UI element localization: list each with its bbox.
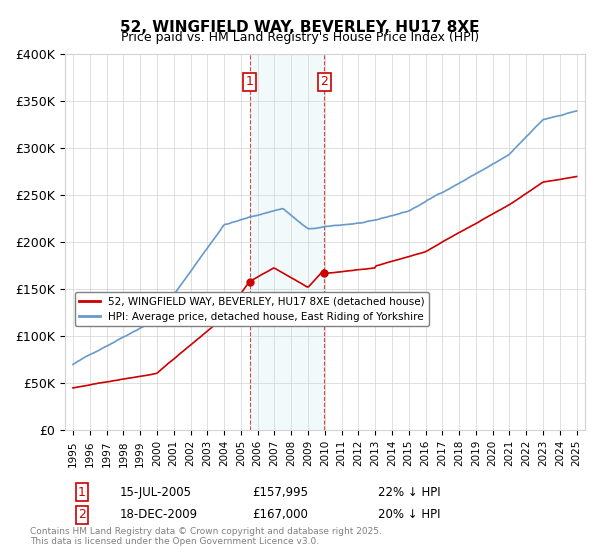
Text: Price paid vs. HM Land Registry's House Price Index (HPI): Price paid vs. HM Land Registry's House … — [121, 31, 479, 44]
Text: £157,995: £157,995 — [252, 486, 308, 498]
Text: 2: 2 — [78, 508, 86, 521]
Text: 1: 1 — [78, 486, 86, 498]
Text: 18-DEC-2009: 18-DEC-2009 — [120, 508, 198, 521]
Text: £167,000: £167,000 — [252, 508, 308, 521]
Text: 52, WINGFIELD WAY, BEVERLEY, HU17 8XE: 52, WINGFIELD WAY, BEVERLEY, HU17 8XE — [120, 20, 480, 35]
Text: 22% ↓ HPI: 22% ↓ HPI — [378, 486, 440, 498]
Text: 20% ↓ HPI: 20% ↓ HPI — [378, 508, 440, 521]
Legend: 52, WINGFIELD WAY, BEVERLEY, HU17 8XE (detached house), HPI: Average price, deta: 52, WINGFIELD WAY, BEVERLEY, HU17 8XE (d… — [75, 292, 429, 326]
Bar — [250, 54, 324, 431]
Text: 15-JUL-2005: 15-JUL-2005 — [120, 486, 192, 498]
Text: 1: 1 — [246, 76, 254, 88]
Text: Contains HM Land Registry data © Crown copyright and database right 2025.
This d: Contains HM Land Registry data © Crown c… — [30, 526, 382, 546]
Text: 2: 2 — [320, 76, 328, 88]
